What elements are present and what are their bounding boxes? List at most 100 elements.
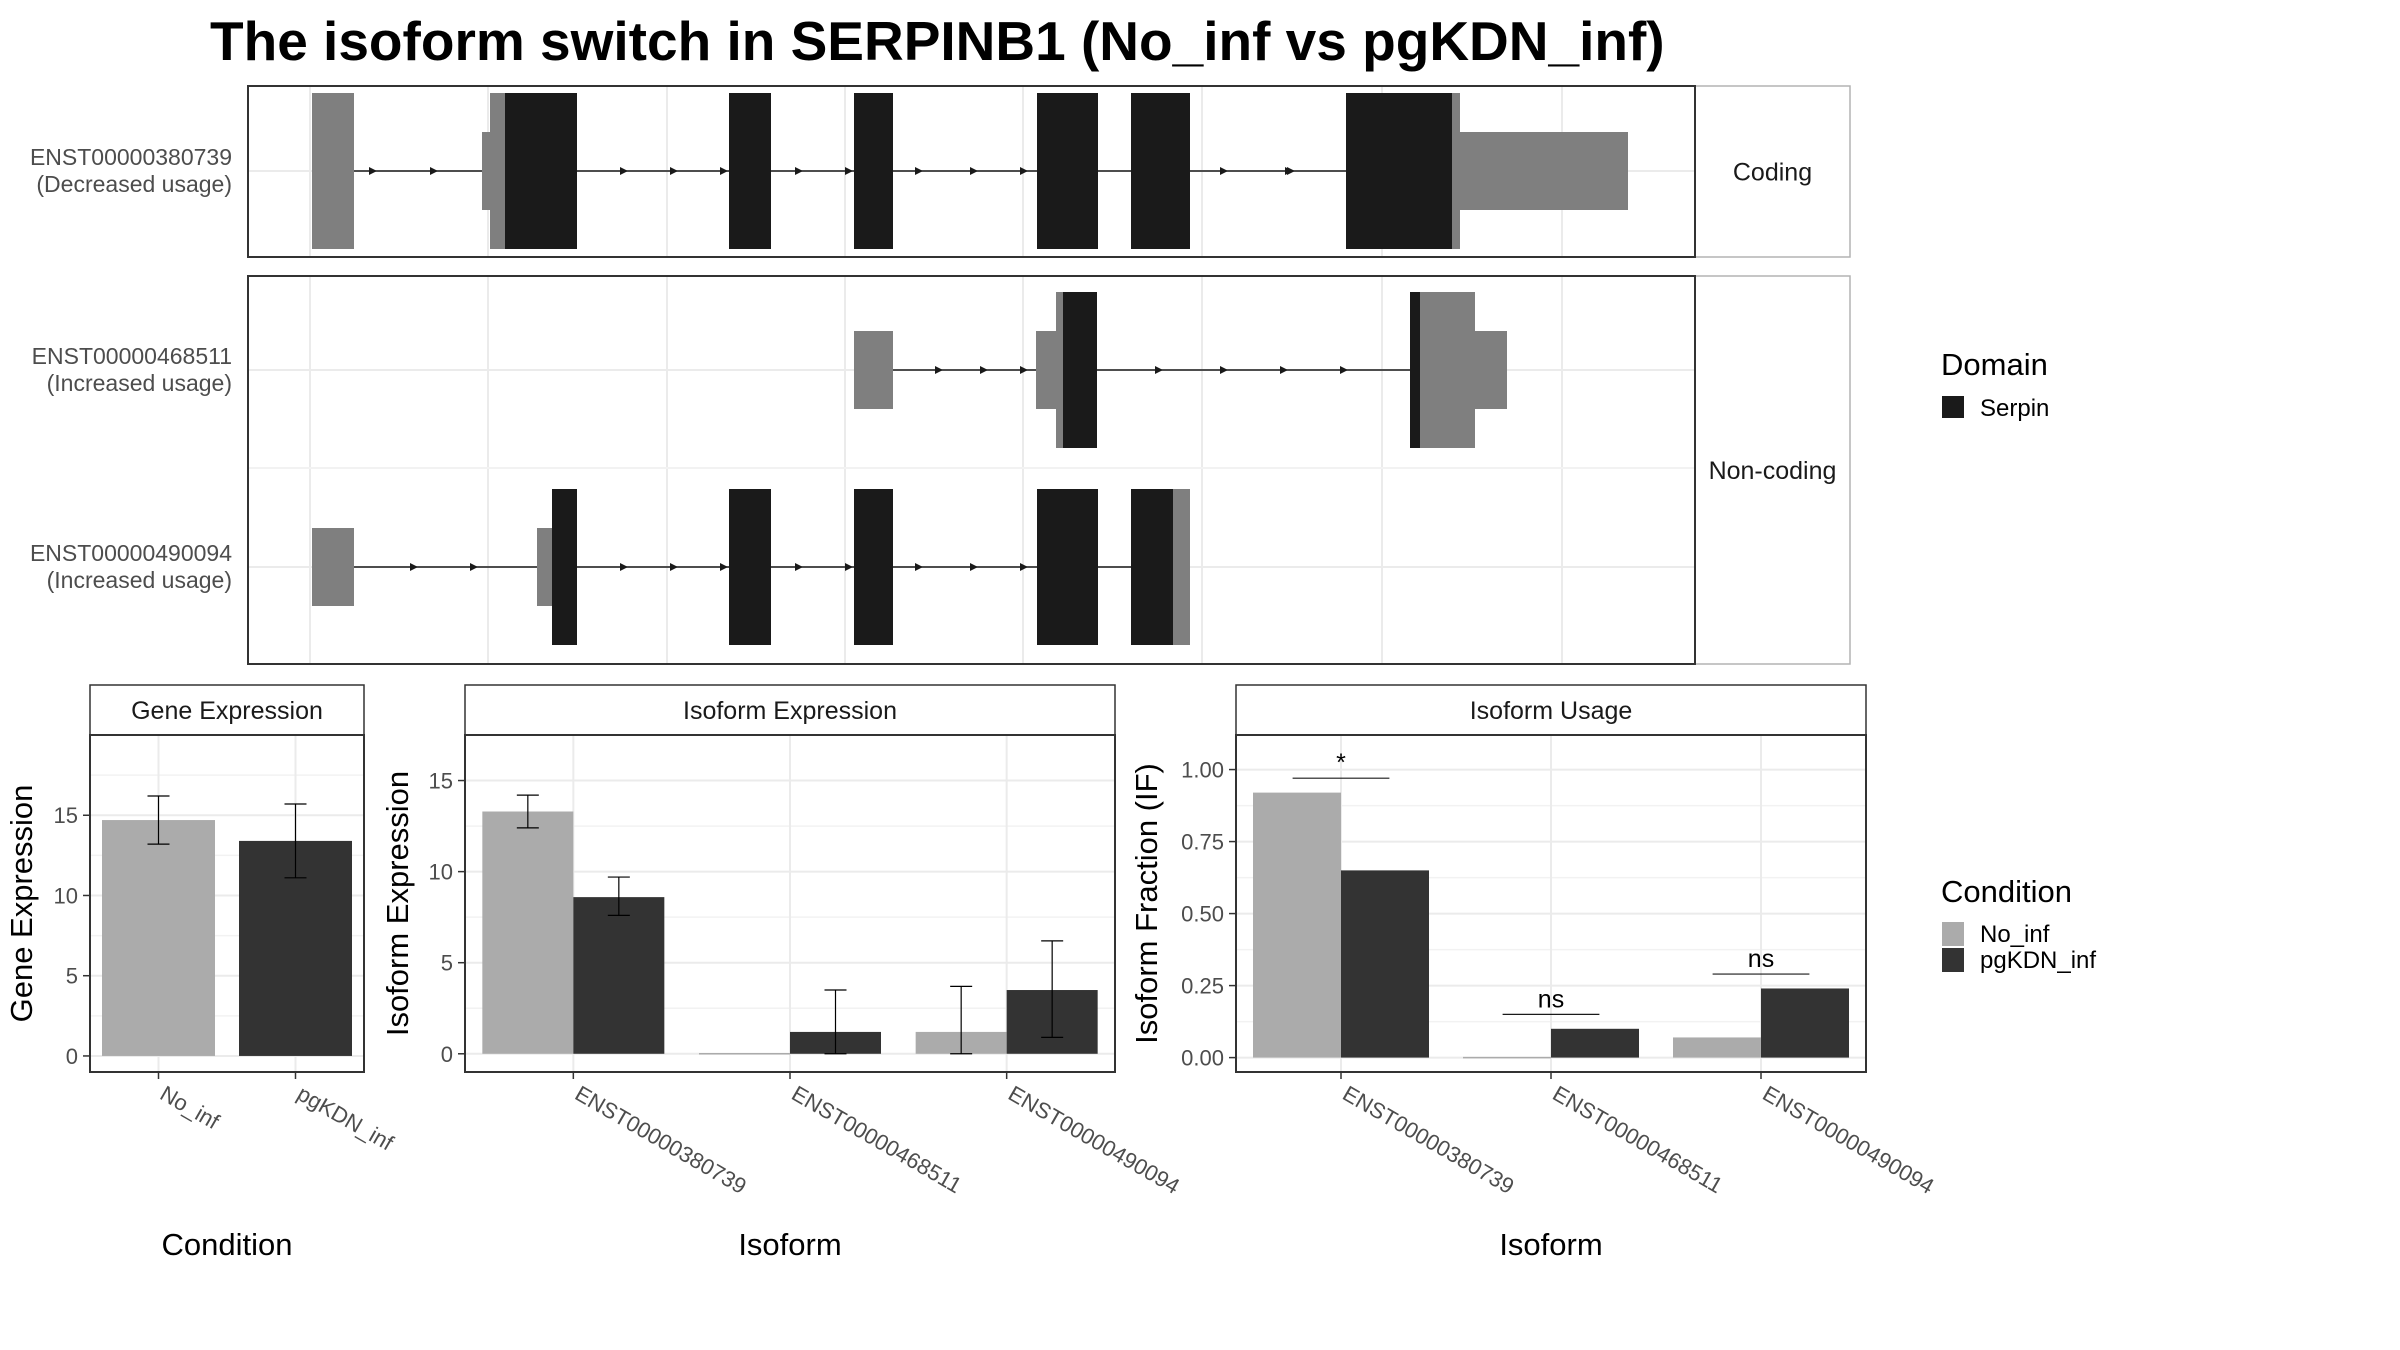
x-axis-title: Isoform [738, 1227, 841, 1262]
intron-arrow [1020, 167, 1028, 175]
panel-strip-label: Gene Expression [131, 697, 323, 725]
x-tick-label: ENST00000490094 [1759, 1081, 1939, 1199]
group-label-2: Non-coding [1709, 457, 1837, 485]
serpin-domain-exon [854, 93, 893, 249]
intron-arrow [980, 366, 988, 374]
intron-arrow [430, 167, 438, 175]
condition-legend-key [1942, 922, 1964, 946]
panel-strip [1235, 684, 1867, 736]
isoform-expression-panel: Isoform Expression 0 5 10 15 ENST00000380739 E… [380, 684, 1184, 1262]
y-tick-label: 0.75 [1181, 830, 1224, 855]
y-axis-title: Gene Expression [4, 785, 39, 1023]
domain-legend-label: Serpin [1980, 395, 2049, 422]
intron-arrow [935, 366, 943, 374]
serpin-domain-exon [729, 489, 771, 645]
y-tick-label: 0 [66, 1044, 78, 1069]
intron-arrow [970, 167, 978, 175]
x-tick-label: pgKDN_inf [293, 1081, 398, 1156]
intron-arrow [1220, 366, 1228, 374]
domain-legend-title: Domain [1941, 347, 2048, 382]
exon-block [1460, 132, 1628, 210]
x-axis-title: Isoform [1499, 1227, 1602, 1262]
gene-expression-panel: Gene Expression 0 5 10 15 No_inf pgKDN_inf Cond… [4, 684, 398, 1262]
intron-arrow [1340, 366, 1348, 374]
serpin-domain-exon [552, 489, 577, 645]
exon-block [1452, 93, 1460, 249]
serpin-domain-exon [1037, 489, 1098, 645]
bar [573, 897, 665, 1054]
serpin-domain-exon [1131, 93, 1190, 249]
intron-arrow [1020, 366, 1028, 374]
group-label-1: Coding [1733, 159, 1812, 187]
panel-strip-label: Isoform Usage [1470, 697, 1633, 725]
structure-panel-border [247, 275, 1696, 665]
significance-label: ns [1748, 945, 1774, 973]
serpin-domain-exon [1037, 93, 1098, 249]
serpin-domain-exon [854, 489, 893, 645]
transcript-usage-label: (Increased usage) [47, 567, 232, 593]
panel-strip-label: Isoform Expression [683, 697, 897, 725]
bar [482, 811, 574, 1054]
domain-legend-key [1942, 396, 1964, 418]
intron-arrow [1155, 366, 1163, 374]
intron-arrow [845, 563, 853, 571]
panel-strip [89, 684, 365, 736]
exon-block [490, 93, 505, 249]
significance-label: ns [1538, 985, 1564, 1013]
y-tick-label: 15 [54, 803, 78, 828]
intron-arrow [670, 563, 678, 571]
exon-block [537, 528, 552, 606]
bar [102, 820, 215, 1056]
y-tick-label: 1.00 [1181, 758, 1224, 783]
x-tick-label: ENST00000468511 [788, 1081, 966, 1198]
y-tick-label: 0.25 [1181, 974, 1224, 999]
figure-title: The isoform switch in SERPINB1 (No_inf v… [210, 10, 1665, 72]
y-axis-title: Isoform Fraction (IF) [1129, 763, 1164, 1044]
intron-arrow [795, 167, 803, 175]
intron-arrow [720, 563, 728, 571]
y-tick-label: 10 [54, 883, 78, 908]
y-tick-label: 0.00 [1181, 1046, 1224, 1071]
intron-arrow [845, 167, 853, 175]
exon-block [1475, 331, 1507, 409]
bar [1673, 1037, 1761, 1058]
y-tick-label: 0 [441, 1042, 453, 1067]
exon-block [312, 93, 354, 249]
x-tick-label: ENST00000380739 [571, 1081, 751, 1199]
serpin-domain-exon [1410, 292, 1420, 448]
x-tick-label: No_inf [156, 1081, 224, 1135]
x-tick-label: ENST00000490094 [1004, 1081, 1184, 1199]
intron-arrow [410, 563, 418, 571]
panel-strip [464, 684, 1116, 736]
serpin-domain-exon [1346, 93, 1452, 249]
isoform-usage-panel: Isoform Usage * ns ns 0.00 0.25 0.50 0.75 1.00 EN… [1129, 684, 1939, 1262]
transcript-structure-panel: ENST00000380739(Decreased usage) ENST0000… [30, 85, 1851, 665]
exon-block [1036, 331, 1056, 409]
condition-legend-title: Condition [1941, 874, 2072, 909]
bar [1551, 1028, 1639, 1058]
intron-arrow [620, 563, 628, 571]
serpin-domain-exon [505, 93, 577, 249]
intron-arrow [1220, 167, 1228, 175]
serpin-domain-exon [1131, 489, 1173, 645]
exon-block [1420, 292, 1475, 448]
intron-arrow [915, 563, 923, 571]
x-tick-label: ENST00000468511 [1549, 1081, 1727, 1198]
bar [1761, 988, 1849, 1058]
exon-block [482, 132, 490, 210]
transcript-id-label: ENST00000468511 [32, 343, 232, 369]
condition-legend-label: pgKDN_inf [1980, 947, 2096, 974]
intron-arrow [915, 167, 923, 175]
bar [1253, 792, 1341, 1058]
intron-arrow [1280, 366, 1288, 374]
intron-arrow [1020, 563, 1028, 571]
exon-block [1173, 489, 1190, 645]
panel-border [89, 734, 365, 1073]
bar [1341, 870, 1429, 1058]
condition-legend-label: No_inf [1980, 921, 2050, 948]
intron-arrow [670, 167, 678, 175]
condition-legend-key [1942, 948, 1964, 972]
y-tick-label: 15 [429, 769, 453, 794]
intron-arrow [369, 167, 377, 175]
